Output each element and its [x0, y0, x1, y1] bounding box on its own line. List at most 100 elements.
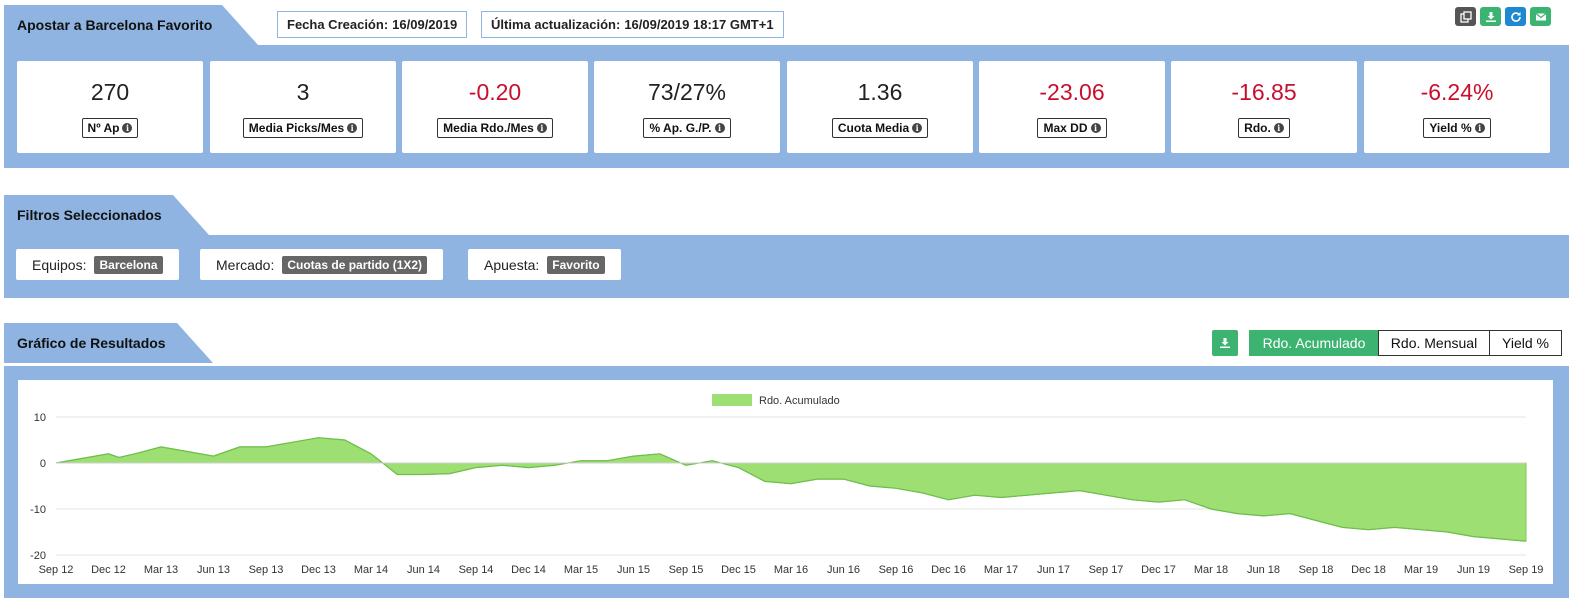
fecha-creacion-label: Fecha Creación: — [287, 17, 389, 32]
stat-card-yield: -6.24% Yield % i — [1364, 61, 1550, 153]
x-tick-label: Dec 18 — [1351, 564, 1386, 576]
stat-label: Media Picks/Mes i — [242, 118, 364, 138]
x-tick-label: Sep 14 — [459, 564, 494, 576]
stat-label-text: Rdo. — [1244, 121, 1271, 135]
stat-label: Rdo. i — [1238, 118, 1290, 138]
y-tick-label: 0 — [40, 458, 46, 470]
stat-card-media-rdo-mes: -0.20 Media Rdo./Mes i — [402, 61, 588, 153]
info-icon[interactable]: i — [122, 123, 133, 133]
stat-label: Yield % i — [1423, 118, 1491, 138]
filter-mercado-value: Cuotas de partido (1X2) — [282, 255, 428, 274]
filter-mercado-label: Mercado: — [216, 256, 275, 273]
x-tick-label: Mar 19 — [1404, 564, 1438, 576]
x-tick-label: Mar 15 — [564, 564, 598, 576]
filter-equipos-value: Barcelona — [94, 255, 163, 274]
page-title: Apostar a Barcelona Favorito — [17, 17, 213, 33]
stat-card-cuota-media: 1.36 Cuota Media i — [787, 61, 973, 153]
stat-value: 73/27% — [647, 79, 726, 105]
stat-label-text: Media Picks/Mes — [248, 121, 345, 135]
stat-label-text: Max DD — [1043, 121, 1088, 135]
tab-rdo-mensual[interactable]: Rdo. Mensual — [1378, 330, 1490, 356]
x-tick-label: Sep 17 — [1089, 564, 1124, 576]
fecha-creacion-value: 16/09/2019 — [392, 17, 458, 32]
stats-panel: 270 Nº Ap i 3 Media Picks/Mes i -0.20 Media Rdo… — [4, 45, 1569, 168]
ultima-actualizacion-box: Última actualización: 16/09/2019 18:17 G… — [481, 11, 784, 38]
x-tick-label: Jun 17 — [1037, 564, 1070, 576]
x-tick-label: Sep 12 — [39, 564, 74, 576]
info-icon[interactable]: i — [536, 123, 547, 133]
info-icon[interactable]: i — [1090, 123, 1101, 133]
x-tick-label: Mar 14 — [354, 564, 388, 576]
x-tick-label: Jun 19 — [1457, 564, 1490, 576]
stat-card-max-dd: -23.06 Max DD i — [979, 61, 1165, 153]
stat-value: -6.24% — [1420, 79, 1494, 105]
x-tick-label: Dec 14 — [511, 564, 546, 576]
results-chart-svg: 10 0 -10 -20 Sep 12 Dec 12 Mar 13 Jun 13 Sep 13 D… — [30, 394, 1544, 576]
stat-label: % Ap. G./P. i — [643, 118, 731, 138]
stat-label-text: Media Rdo./Mes — [443, 121, 534, 135]
stat-value: 3 — [296, 79, 310, 105]
stat-value: -0.20 — [468, 79, 522, 105]
email-button[interactable] — [1530, 7, 1551, 26]
stat-label-text: Yield % — [1429, 121, 1472, 135]
legend-swatch — [712, 394, 752, 406]
stat-label: Max DD i — [1037, 118, 1107, 138]
series-line-0 — [55, 437, 1527, 542]
x-tick-label: Sep 19 — [1509, 564, 1544, 576]
fecha-creacion-box: Fecha Creación: 16/09/2019 — [277, 11, 468, 38]
y-tick-label: 10 — [34, 412, 46, 424]
stat-label: Media Rdo./Mes i — [437, 118, 553, 138]
refresh-icon — [1510, 11, 1521, 22]
x-tick-label: Mar 18 — [1194, 564, 1228, 576]
results-title-tab: Gráfico de Resultados — [4, 323, 213, 363]
x-tick-label: Sep 16 — [879, 564, 914, 576]
refresh-button[interactable] — [1505, 7, 1526, 26]
info-icon[interactable]: i — [347, 123, 358, 133]
info-icon[interactable]: i — [714, 123, 725, 133]
stat-value: 1.36 — [857, 79, 903, 105]
email-icon — [1535, 12, 1546, 20]
x-tick-label: Mar 13 — [144, 564, 178, 576]
download-icon — [1220, 338, 1230, 348]
chart-download-button[interactable] — [1212, 330, 1238, 356]
tab-yield[interactable]: Yield % — [1489, 330, 1562, 356]
x-tick-label: Jun 15 — [617, 564, 650, 576]
download-button[interactable] — [1480, 7, 1501, 26]
x-tick-label: Dec 15 — [721, 564, 756, 576]
x-tick-label: Jun 13 — [197, 564, 230, 576]
x-tick-label: Jun 16 — [827, 564, 860, 576]
stat-value: -23.06 — [1039, 79, 1105, 105]
filter-apuesta-label: Apuesta: — [484, 256, 540, 273]
filters-title-tab: Filtros Seleccionados — [4, 195, 209, 235]
stat-card-ap-ganadas-perdidas: 73/27% % Ap. G./P. i — [594, 61, 780, 153]
x-tick-label: Dec 12 — [91, 564, 126, 576]
filter-equipos: Equipos: Barcelona — [16, 249, 179, 280]
info-icon[interactable]: i — [912, 123, 923, 133]
ultima-actualizacion-value: 16/09/2019 18:17 GMT+1 — [624, 17, 774, 32]
x-tick-label: Dec 13 — [301, 564, 336, 576]
info-icon[interactable]: i — [1474, 123, 1485, 133]
stat-card-num-apuestas: 270 Nº Ap i — [17, 61, 203, 153]
x-tick-label: Dec 16 — [931, 564, 966, 576]
tab-rdo-acumulado[interactable]: Rdo. Acumulado — [1249, 330, 1379, 356]
stat-card-media-picks-mes: 3 Media Picks/Mes i — [210, 61, 396, 153]
results-title: Gráfico de Resultados — [17, 335, 166, 351]
download-icon — [1485, 11, 1496, 22]
page-title-tab: Apostar a Barcelona Favorito — [4, 5, 258, 45]
x-tick-label: Dec 17 — [1141, 564, 1176, 576]
filters-panel: Equipos: Barcelona Mercado: Cuotas de pa… — [4, 235, 1569, 298]
x-tick-label: Sep 13 — [249, 564, 284, 576]
x-tick-label: Mar 16 — [774, 564, 808, 576]
y-tick-label: -10 — [30, 504, 46, 516]
legend-label: Rdo. Acumulado — [759, 395, 840, 407]
info-icon[interactable]: i — [1273, 123, 1284, 133]
stat-label: Cuota Media i — [831, 118, 929, 138]
stat-label-text: % Ap. G./P. — [649, 121, 712, 135]
copy-button[interactable] — [1455, 7, 1476, 26]
stat-label-text: Nº Ap — [87, 121, 120, 135]
x-tick-label: Sep 15 — [669, 564, 704, 576]
filter-mercado: Mercado: Cuotas de partido (1X2) — [200, 249, 444, 280]
stat-value: 270 — [90, 79, 130, 105]
results-chart: 10 0 -10 -20 Sep 12 Dec 12 Mar 13 Jun 13 Sep 13 D… — [18, 380, 1553, 584]
stat-value: -16.85 — [1231, 79, 1297, 105]
